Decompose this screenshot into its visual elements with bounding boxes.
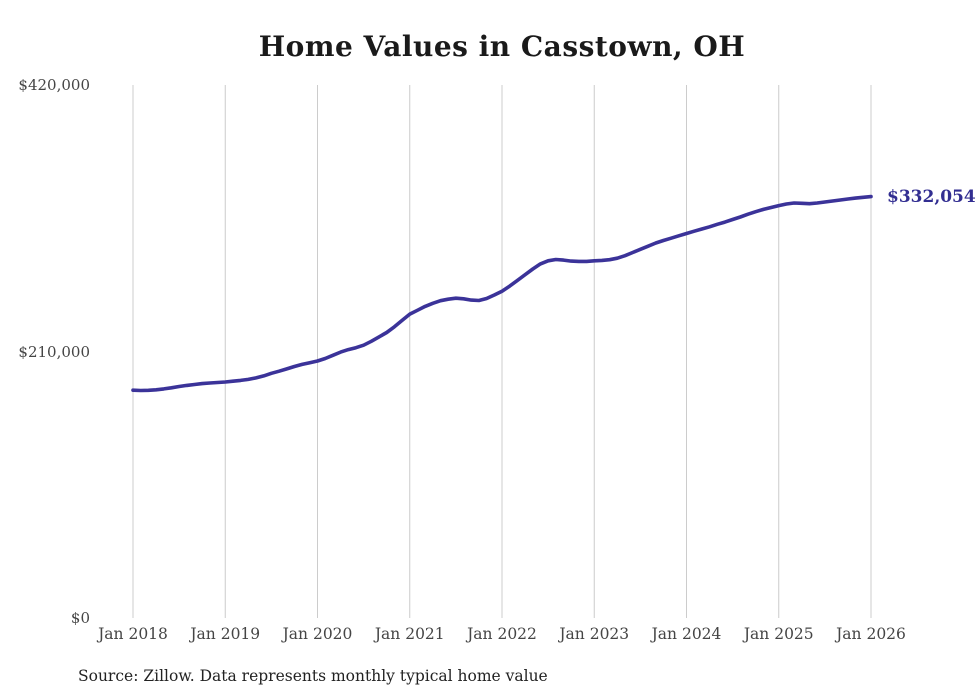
- x-tick-label: Jan 2021: [374, 625, 445, 643]
- x-tick-label: Jan 2024: [651, 625, 722, 643]
- y-tick-label: $0: [70, 609, 90, 627]
- x-tick-label: Jan 2023: [559, 625, 630, 643]
- x-tick-label: Jan 2025: [743, 625, 814, 643]
- y-tick-label: $210,000: [18, 342, 90, 361]
- latest-value-label: $332,054: [887, 186, 976, 207]
- x-tick-label: Jan 2019: [190, 625, 261, 643]
- x-tick-label: Jan 2020: [282, 625, 353, 643]
- x-tick-label: Jan 2018: [98, 625, 168, 643]
- source-note: Source: Zillow. Data represents monthly …: [78, 667, 548, 685]
- home-value-line: [131, 194, 873, 393]
- x-tick-label: Jan 2026: [836, 625, 906, 643]
- x-tick-label: Jan 2022: [467, 625, 537, 643]
- y-tick-label: $420,000: [18, 76, 90, 94]
- chart-title: Home Values in Casstown, OH: [258, 30, 746, 63]
